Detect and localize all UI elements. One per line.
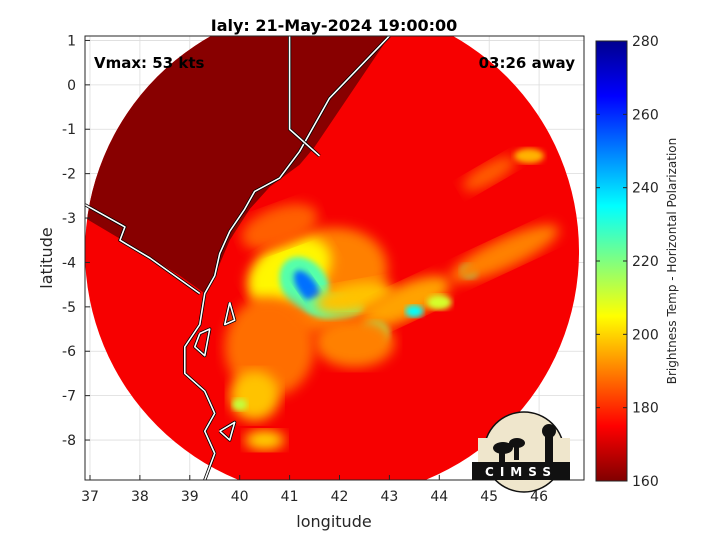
temperature-feature [514,148,545,164]
colorbar-tick-label: 240 [632,181,659,197]
chart-title: Ialy: 21-May-2024 19:00:00 [211,16,458,35]
x-tick-label: 41 [281,489,299,505]
logo-text: CIMSS [485,465,557,479]
cimss-logo: CIMSS [472,411,570,493]
y-axis-label: latitude [37,227,56,288]
y-tick-label: -1 [62,122,76,138]
colorbar-tick-label: 180 [632,401,659,417]
colorbar-tick-label: 160 [632,474,659,490]
temperature-feature [314,317,395,368]
temperature-feature [224,296,315,397]
x-tick-label: 42 [331,489,349,505]
x-axis: 37 38 39 40 41 42 43 44 45 46 [81,475,548,505]
colorbar-ticks: 280 260 240 220 200 180 160 [596,34,659,490]
y-tick-label: -8 [62,433,76,449]
x-tick-label: 39 [181,489,199,505]
x-axis-label: longitude [296,512,371,531]
temperature-feature [244,430,285,451]
coastline [85,36,391,480]
x-tick-label: 46 [530,489,548,505]
y-tick-label: -5 [62,300,76,316]
temperature-feature [241,203,318,251]
colorbar-tick-label: 200 [632,327,659,343]
x-tick-label: 45 [480,489,498,505]
vmax-annotation: Vmax: 53 kts [94,54,204,72]
temperature-feature [358,276,451,329]
temperature-feature [426,294,452,310]
y-tick-label: -7 [62,389,76,405]
y-axis: 1 0 -1 -2 -3 -4 -5 -6 -7 -8 [62,33,90,449]
coastline-line [223,302,236,326]
x-tick-label: 43 [380,489,398,505]
colorbar-tick-label: 280 [632,34,659,50]
y-tick-label: 1 [67,33,76,49]
temperature-feature [229,370,280,421]
temperature-feature [232,398,248,411]
temperature-feature [449,224,559,283]
coastline-line [85,204,201,295]
colorbar [595,40,628,482]
colorbar-label: Brightness Temp - Horizontal Polarizatio… [665,138,679,385]
x-tick-label: 40 [231,489,249,505]
coastline-line [193,328,211,357]
coastline-line [288,36,321,157]
storm-features [85,36,559,451]
y-tick-label: 0 [67,78,76,94]
y-tick-label: -6 [62,344,76,360]
colorbar-tick-label: 260 [632,107,659,123]
coastline-line [184,36,390,480]
x-tick-label: 44 [430,489,448,505]
y-tick-label: -2 [62,167,76,183]
time-away-annotation: 03:26 away [479,54,576,72]
temperature-feature [293,270,321,304]
x-tick-label: 38 [131,489,149,505]
plot-frame [84,35,585,481]
temperature-feature [405,305,424,318]
y-tick-label: -3 [62,211,76,227]
land-region [85,36,390,294]
colorbar-tick-label: 220 [632,254,659,270]
temperature-feature [462,156,516,191]
x-tick-label: 37 [81,489,99,505]
coastline-line [219,421,236,441]
y-tick-label: -4 [62,255,76,271]
